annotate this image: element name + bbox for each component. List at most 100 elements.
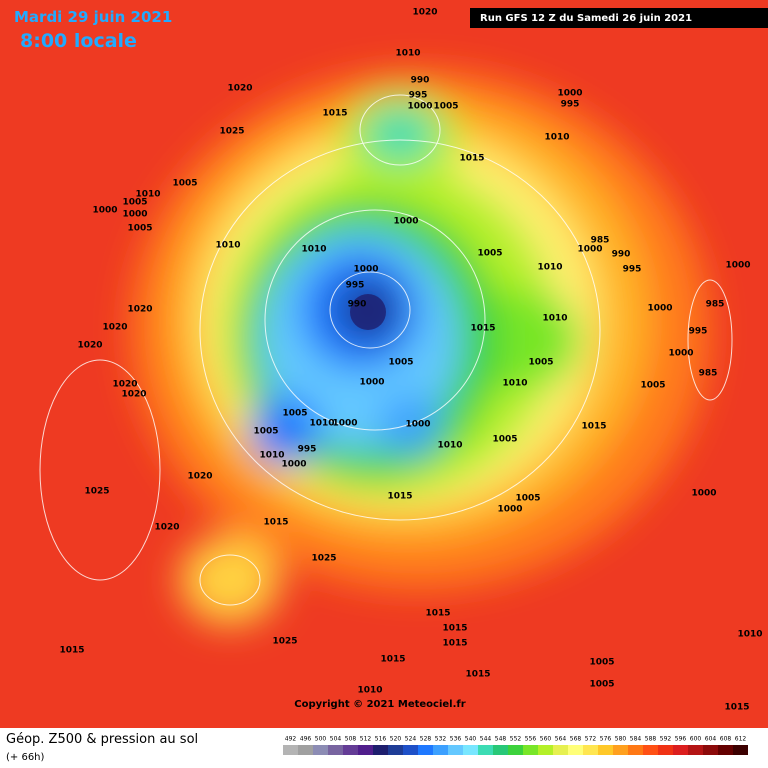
isobar-label: 1005 xyxy=(388,358,413,368)
colorbar-swatch xyxy=(418,745,433,755)
isobar-label: 1010 xyxy=(259,451,284,461)
isobar-label: 1000 xyxy=(647,304,672,314)
colorbar-label: 532 xyxy=(435,736,447,743)
colorbar-swatch xyxy=(283,745,298,755)
colorbar-label: 556 xyxy=(525,736,537,743)
isobar-label: 1010 xyxy=(215,241,240,251)
isobar-label: 1000 xyxy=(332,419,357,429)
isobar-label: 1000 xyxy=(557,89,582,99)
isobar-label: 1020 xyxy=(127,305,152,315)
isobar-label: 1020 xyxy=(112,380,137,390)
colorbar-swatch xyxy=(718,745,733,755)
isobar-label: 1015 xyxy=(442,624,467,634)
colorbar-swatch xyxy=(388,745,403,755)
isobar-label: 1005 xyxy=(282,409,307,419)
colorbar-swatch xyxy=(628,745,643,755)
colorbar-label: 528 xyxy=(420,736,432,743)
isobar-label: 1010 xyxy=(357,686,382,696)
colorbar-label: 608 xyxy=(720,736,732,743)
isobar-label: 1015 xyxy=(59,646,84,656)
colorbar-swatch xyxy=(703,745,718,755)
colorbar-swatch xyxy=(478,745,493,755)
colorbar-swatch xyxy=(448,745,463,755)
isobar-label: 1005 xyxy=(528,358,553,368)
colorbar-label: 596 xyxy=(675,736,687,743)
colorbar-swatch xyxy=(688,745,703,755)
isobar-label: 1010 xyxy=(395,49,420,59)
isobar-label: 995 xyxy=(623,265,642,275)
colorbar-swatch xyxy=(613,745,628,755)
map-background xyxy=(0,0,768,728)
colorbar-label: 524 xyxy=(405,736,417,743)
footer-title: Géop. Z500 & pression au sol xyxy=(6,732,198,747)
isobar-label: 990 xyxy=(612,250,631,260)
colorbar-swatch xyxy=(463,745,478,755)
colorbar-swatch xyxy=(433,745,448,755)
isobar-label: 1010 xyxy=(301,245,326,255)
isobar-label: 995 xyxy=(689,327,708,337)
colorbar-swatch xyxy=(673,745,688,755)
isobar-label: 1020 xyxy=(187,472,212,482)
colorbar-swatch xyxy=(403,745,418,755)
date-label: Mardi 29 juin 2021 xyxy=(14,8,172,26)
isobar-label: 1000 xyxy=(393,217,418,227)
isobar-label: 1020 xyxy=(412,8,437,18)
colorbar-swatch xyxy=(553,745,568,755)
colorbar-swatch xyxy=(733,745,748,755)
colorbar-label: 600 xyxy=(690,736,702,743)
colorbar-label: 540 xyxy=(465,736,477,743)
isobar-label: 1015 xyxy=(470,324,495,334)
colorbar-label: 492 xyxy=(285,736,297,743)
isobar-label: 1005 xyxy=(127,224,152,234)
colorbar-label: 520 xyxy=(390,736,402,743)
isobar-label: 1020 xyxy=(77,341,102,351)
colorbar-label: 564 xyxy=(555,736,567,743)
isobar-label: 1005 xyxy=(122,198,147,208)
isobar-label: 990 xyxy=(411,76,430,86)
isobar-label: 1010 xyxy=(537,263,562,273)
colorbar-label: 504 xyxy=(330,736,342,743)
colorbar-label: 572 xyxy=(585,736,597,743)
isobar-label: 995 xyxy=(561,100,580,110)
run-label: Run GFS 12 Z du Samedi 26 juin 2021 xyxy=(480,13,692,24)
isobar-label: 1000 xyxy=(668,349,693,359)
isobar-label: 1015 xyxy=(322,109,347,119)
colorbar-swatch xyxy=(358,745,373,755)
isobar-label: 1000 xyxy=(691,489,716,499)
colorbar-label: 536 xyxy=(450,736,462,743)
colorbar-label: 516 xyxy=(375,736,387,743)
colorbar-label: 568 xyxy=(570,736,582,743)
isobar-label: 1015 xyxy=(380,655,405,665)
isobar-label: 1005 xyxy=(433,102,458,112)
isobar-label: 985 xyxy=(591,236,610,246)
isobar-label: 1025 xyxy=(219,127,244,137)
isobar-label: 1005 xyxy=(640,381,665,391)
isobar-label: 1000 xyxy=(92,206,117,216)
colorbar-swatch xyxy=(538,745,553,755)
isobar-label: 995 xyxy=(346,281,365,291)
isobar-label: 1020 xyxy=(102,323,127,333)
isobar-label: 1000 xyxy=(353,265,378,275)
colorbar-swatch xyxy=(658,745,673,755)
colorbar-label: 576 xyxy=(600,736,612,743)
run-box xyxy=(470,8,768,28)
isobar-label: 995 xyxy=(409,91,428,101)
isobar-label: 1010 xyxy=(502,379,527,389)
colorbar-label: 552 xyxy=(510,736,522,743)
colorbar-swatch xyxy=(373,745,388,755)
isobar-label: 1015 xyxy=(387,492,412,502)
colorbar-swatch xyxy=(568,745,583,755)
isobar-label: 1000 xyxy=(359,378,384,388)
isobar-label: 1010 xyxy=(309,419,334,429)
isobar-label: 1000 xyxy=(281,460,306,470)
isobar-label: 1000 xyxy=(577,245,602,255)
isobar-label: 1010 xyxy=(737,630,762,640)
isobar-label: 1005 xyxy=(589,680,614,690)
isobar-label: 1000 xyxy=(725,261,750,271)
isobar-label: 1000 xyxy=(122,210,147,220)
isobar-label: 1005 xyxy=(492,435,517,445)
isobar-label: 1000 xyxy=(405,420,430,430)
isobar-label: 1015 xyxy=(442,639,467,649)
colorbar-swatch xyxy=(508,745,523,755)
